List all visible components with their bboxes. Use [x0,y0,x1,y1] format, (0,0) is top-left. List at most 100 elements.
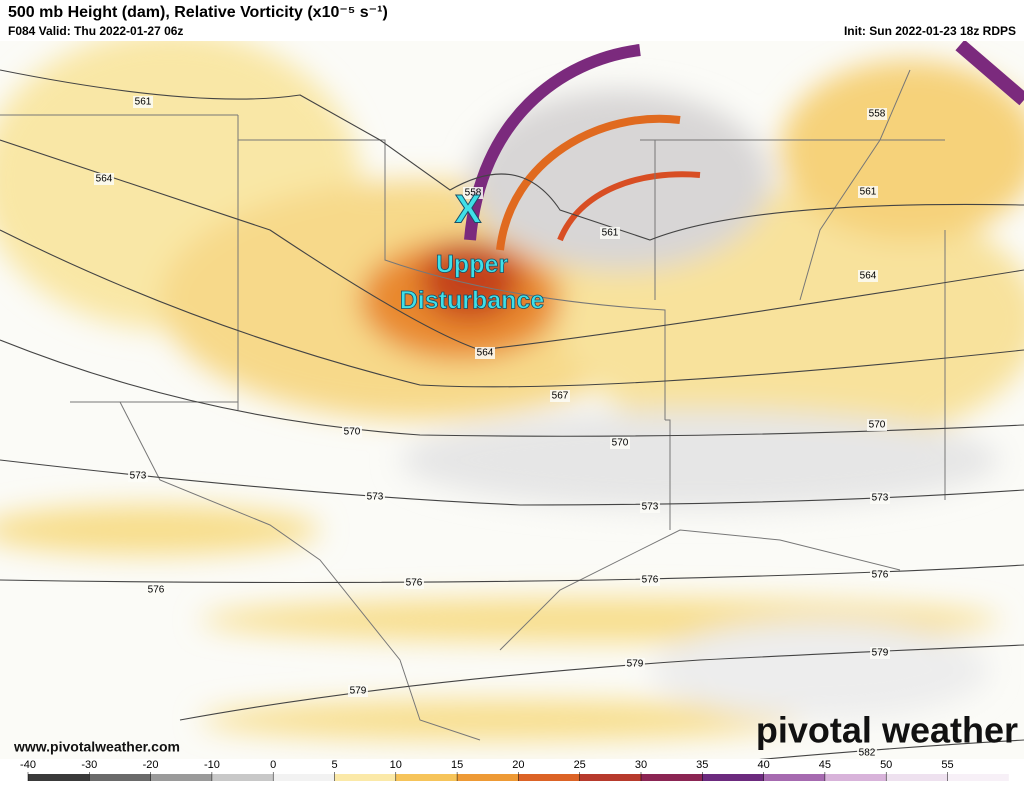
contour-line [0,229,1024,388]
colorbar-tick-label: 30 [635,759,647,771]
colorbar-segment [641,774,703,781]
contour-label-bg [94,173,114,185]
logo: pivotal weather [756,710,1018,751]
contour-label: 576 [406,578,423,589]
contour-label-bg [870,647,890,659]
colorbar-segment [395,774,458,781]
field-blob [780,60,1024,240]
contour-label-bg [342,426,362,438]
colorbar-segment [579,774,641,781]
colorbar-tick-label: 45 [819,759,831,771]
contour-label: 570 [612,438,629,449]
colorbar: -40 -30 -20 -10 0 5 10 15 20 25 30 35 40 45 50 55 [0,759,1024,781]
contour-label-bg [858,186,878,198]
contour-label: 573 [642,502,659,513]
annotation-line: Disturbance [400,287,545,315]
annotation-line: Upper [436,251,509,279]
contour-label-bg [640,501,660,513]
contour-label-bg [857,747,877,759]
contour-label: 561 [602,228,619,239]
colorbar-segment [457,774,519,781]
contour-label: 573 [130,471,147,482]
colorbar-segment [947,774,1009,781]
field-blob [0,505,320,555]
contour-label: 558 [465,188,482,199]
disturbance-marker: X [455,188,482,232]
contour-label-bg [133,96,153,108]
contour-label-bg [610,437,630,449]
contour-label: 561 [860,187,877,198]
colorbar-tick-label: 10 [390,759,402,771]
colorbar-segment [702,774,764,781]
contour-label: 579 [350,686,367,697]
field-blob [400,410,1000,510]
field-blob [420,240,520,320]
colorbar-segment [273,774,335,781]
border-line [0,69,946,741]
title: 500 mb Height (dam), Relative Vorticity … [8,4,388,21]
colorbar-segment [211,774,274,781]
colorbar-tick-label: 15 [451,759,463,771]
contour-label: 570 [869,420,886,431]
colorbar-segment [334,774,396,781]
contour-label: 564 [96,174,113,185]
contour-line [0,564,1024,584]
colorbar-tick-label: -10 [204,759,220,771]
contour-line [0,139,1024,351]
contour-label-bg [146,584,166,596]
contour-label-bg [550,390,570,402]
contour-label-bg [867,108,887,120]
colorbar-tick-label: -40 [20,759,36,771]
colorbar-tick-label: 25 [574,759,586,771]
vorticity-band [557,171,701,242]
colorbar-segment [824,774,887,781]
colorbar-tick-label: 35 [696,759,708,771]
colorbar-segment [150,774,212,781]
contour-line [0,339,1024,437]
field-blob [470,90,770,270]
colorbar-tick-label: 20 [512,759,524,771]
contour-label: 573 [367,492,384,503]
contour-label: 564 [477,348,494,359]
colorbar-segment [886,774,948,781]
contour-label: 558 [869,109,886,120]
contour-label: 576 [872,570,889,581]
map: 561 564 558 561 561 558 564 564 567 570 570 570 573 5… [0,41,1024,759]
colorbar-tick-label: 40 [757,759,769,771]
colorbar-segment [763,774,825,781]
contour-label-bg [625,658,645,670]
contour-label-bg [640,574,660,586]
colorbar-segment [28,774,90,781]
colorbar-segment [518,774,580,781]
colorbar-tick-label: 0 [270,759,276,771]
source-url: www.pivotalweather.com [13,739,180,755]
vorticity-band [955,41,1024,106]
contour-label: 564 [860,271,877,282]
contour-label: 570 [344,427,361,438]
colorbar-tick-label: 50 [880,759,892,771]
contour-label-bg [128,470,148,482]
contour-label-bg [867,419,887,431]
contour-label-bg [475,347,495,359]
vorticity-band [496,114,681,251]
contour-label: 579 [627,659,644,670]
colorbar-tick-label: 55 [941,759,953,771]
contour-label: 582 [859,748,876,759]
colorbar-tick-label: -20 [143,759,159,771]
contour-label-bg [463,187,483,199]
contour-label-bg [870,492,890,504]
contour-label: 576 [148,585,165,596]
contour-label-bg [870,569,890,581]
contour-label-bg [348,685,368,697]
contour-label: 579 [872,648,889,659]
init-time: Init: Sun 2022-01-23 18z RDPS [844,24,1016,38]
state-borders [0,69,946,741]
contour-line [0,69,1024,241]
valid-time: F084 Valid: Thu 2022-01-27 06z [8,24,183,38]
contour-labels: 561 564 558 561 561 558 564 564 567 570 570 570 573 5… [94,96,890,759]
contour-label: 561 [135,97,152,108]
contour-label-bg [365,491,385,503]
colorbar-tick-label: 5 [331,759,337,771]
